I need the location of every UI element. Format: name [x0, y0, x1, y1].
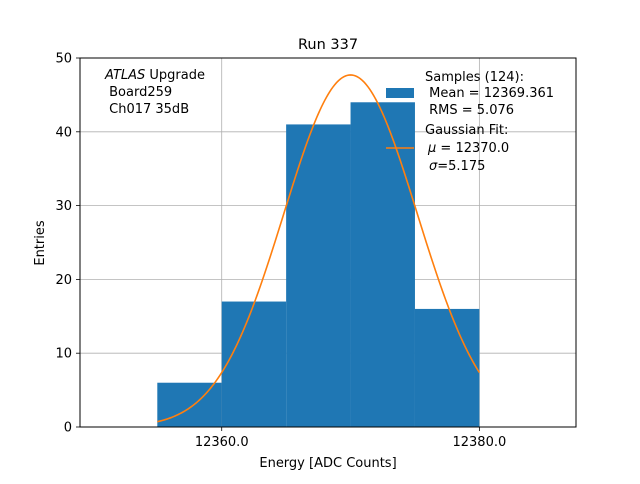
x-tick-label: 12360.0: [195, 435, 249, 450]
legend-samples-title: Samples (124):: [425, 70, 524, 85]
histogram-bar: [350, 102, 415, 427]
y-tick-label: 20: [55, 273, 72, 288]
plot-frame: [79, 57, 577, 428]
gaussian-fit: [157, 74, 481, 423]
annotation-line-1: ATLAS Upgrade: [104, 68, 205, 83]
axis-ticks: 12360.0 12380.0 0 10 20 30 40 50: [55, 52, 506, 451]
sigma-symbol: σ: [429, 159, 438, 174]
annotation-line-3: Ch017 35dB: [105, 102, 189, 117]
y-tick-label: 30: [55, 199, 72, 214]
y-tick-label: 50: [55, 52, 72, 67]
histogram-bar: [414, 308, 480, 427]
legend-samples-rms: RMS = 5.076: [425, 103, 514, 118]
annotation-line-2: Board259: [105, 85, 172, 100]
histogram-bars: [157, 102, 480, 428]
mu-symbol: μ: [427, 141, 436, 156]
legend-fit-mu: μ = 12370.0: [427, 141, 509, 156]
gaussian-fit-curve: [157, 74, 481, 423]
legend-samples-mean: Mean = 12369.361: [425, 86, 554, 101]
y-axis-label: Entries: [33, 220, 48, 266]
upgrade-label: Upgrade: [145, 68, 205, 83]
y-tick-label: 10: [55, 347, 72, 362]
histogram-bar: [286, 124, 351, 428]
y-tick-label: 0: [64, 421, 72, 436]
legend-fit-sigma: σ=5.175: [429, 159, 485, 174]
histogram-bar: [221, 301, 287, 427]
sigma-value: =5.175: [437, 159, 485, 174]
legend-samples-swatch: [386, 88, 414, 98]
x-axis-label: Energy [ADC Counts]: [259, 456, 396, 471]
chart-title: Run 337: [298, 37, 358, 53]
y-tick-label: 40: [55, 125, 72, 140]
mu-value: = 12370.0: [436, 141, 509, 156]
detector-annotation: ATLAS Upgrade Board259 Ch017 35dB: [104, 68, 205, 117]
legend-fit-title: Gaussian Fit:: [425, 123, 508, 138]
atlas-label: ATLAS: [104, 68, 145, 83]
x-tick-label: 12380.0: [452, 435, 506, 450]
legend: Samples (124): Mean = 12369.361 RMS = 5.…: [386, 70, 554, 174]
histogram-bar: [157, 382, 222, 427]
